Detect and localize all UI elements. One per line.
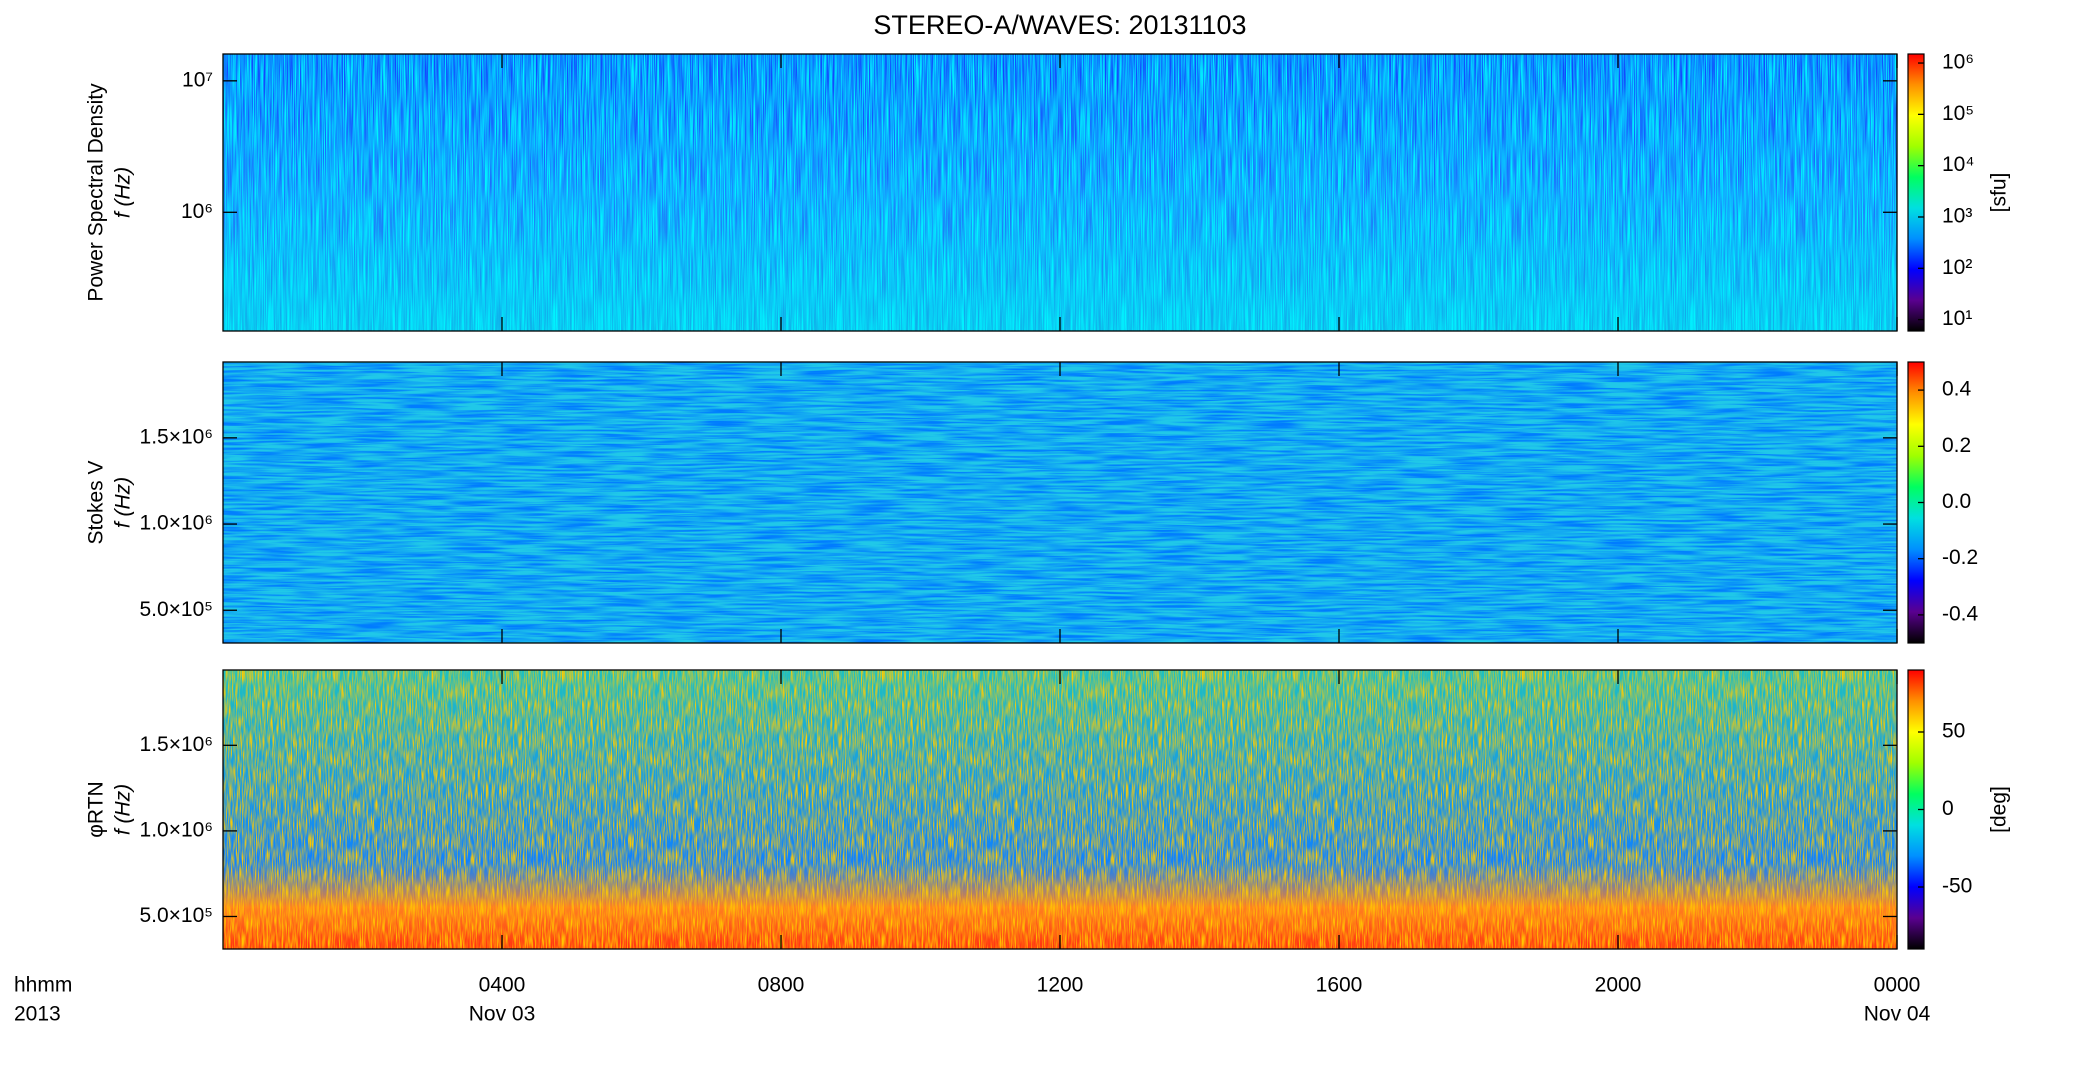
colorbar-tick-label: 0.0 <box>1942 490 1971 513</box>
colorbar-tick-label: 10¹ <box>1942 307 1972 330</box>
y-tick-label: 10⁷ <box>182 68 213 91</box>
colorbar-tick-label: 0.2 <box>1942 434 1971 457</box>
x-tick-label: 2000 <box>1595 974 1642 997</box>
y-axis-label: f (Hz) <box>112 784 135 835</box>
chart-title: STEREO-A/WAVES: 20131103 <box>873 10 1246 40</box>
colorbar-label: [sfu] <box>1988 173 2011 213</box>
spectrogram-texture <box>223 54 1897 331</box>
y-tick-label: 5.0×10⁵ <box>139 598 213 621</box>
x-tick-label: 1200 <box>1037 974 1084 997</box>
x-tick-label: 0800 <box>758 974 805 997</box>
y-tick-label: 1.5×10⁶ <box>140 425 213 448</box>
colorbar-tick-label: -0.2 <box>1942 546 1978 569</box>
colorbar <box>1907 53 1925 332</box>
x-tick-label: 0400 <box>479 974 526 997</box>
colorbar-tick-label: -50 <box>1942 875 1972 898</box>
y-tick-label: 10⁶ <box>181 200 213 223</box>
y-axis-label: Power Spectral Density <box>85 83 108 302</box>
y-axis-label: Stokes V <box>85 460 108 544</box>
spectrogram-texture <box>223 362 1897 643</box>
y-axis-label: f (Hz) <box>112 167 135 218</box>
colorbar-tick-label: 0 <box>1942 797 1954 820</box>
spectrogram-texture <box>223 670 1897 949</box>
colorbar-tick-label: 10⁵ <box>1942 102 1974 125</box>
y-axis-label: f (Hz) <box>112 477 135 528</box>
colorbar-tick-label: 10³ <box>1942 205 1972 228</box>
colorbar-tick-label: 50 <box>1942 720 1965 743</box>
y-axis-label: φRTN <box>85 781 108 837</box>
colorbar-tick-label: 0.4 <box>1942 378 1972 401</box>
x-corner-label: hhmm <box>14 974 72 997</box>
y-tick-label: 1.5×10⁶ <box>140 733 213 756</box>
colorbar-tick-label: 10² <box>1942 256 1972 279</box>
y-tick-label: 1.0×10⁶ <box>140 512 213 535</box>
x-corner-label: 2013 <box>14 1003 61 1026</box>
x-tick-label: 0000 <box>1874 974 1921 997</box>
colorbar-label: [deg] <box>1988 786 2011 833</box>
colorbar-tick-label: 10⁴ <box>1942 153 1974 176</box>
colorbar-tick-label: 10⁶ <box>1942 51 1974 74</box>
y-tick-label: 1.0×10⁶ <box>140 818 213 841</box>
x-date-label: Nov 03 <box>469 1003 536 1026</box>
colorbar-tick-label: -0.4 <box>1942 602 1979 625</box>
y-tick-label: 5.0×10⁵ <box>139 904 213 927</box>
x-date-label: Nov 04 <box>1864 1003 1931 1026</box>
x-tick-label: 1600 <box>1316 974 1363 997</box>
